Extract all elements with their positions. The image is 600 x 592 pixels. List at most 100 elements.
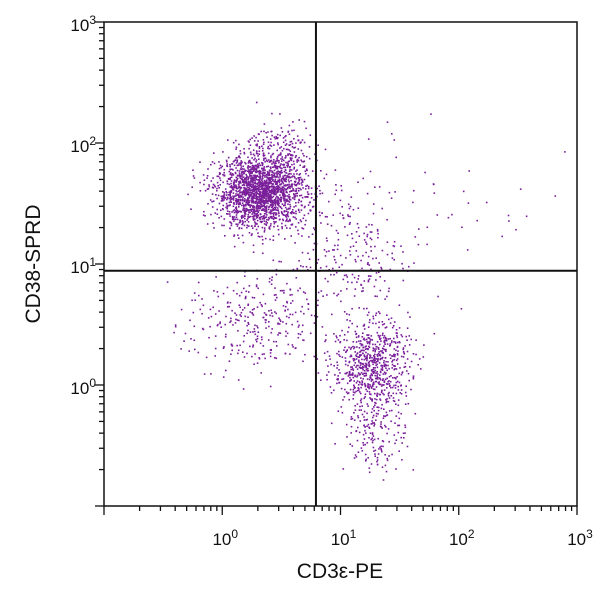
- data-point: [274, 160, 276, 163]
- data-point: [348, 373, 351, 375]
- data-point: [297, 201, 300, 204]
- data-point: [387, 393, 390, 395]
- data-point: [291, 344, 294, 346]
- data-point: [369, 384, 371, 386]
- data-point: [378, 262, 380, 264]
- data-point: [347, 203, 350, 206]
- data-point: [307, 212, 310, 215]
- data-point: [387, 381, 389, 383]
- data-point: [267, 165, 269, 168]
- data-point: [243, 152, 246, 155]
- data-point: [273, 172, 275, 175]
- data-point: [272, 189, 275, 192]
- data-point: [373, 423, 376, 425]
- data-point: [242, 170, 244, 173]
- data-point: [308, 146, 311, 148]
- data-point: [287, 200, 290, 203]
- data-point: [376, 371, 378, 373]
- data-point: [277, 165, 279, 168]
- data-point: [271, 201, 274, 203]
- data-point: [354, 409, 357, 411]
- data-point: [397, 404, 400, 407]
- data-point: [358, 381, 361, 383]
- data-point: [366, 390, 369, 392]
- data-point: [218, 310, 220, 312]
- data-point: [272, 195, 275, 198]
- data-point: [283, 289, 285, 292]
- data-point: [385, 350, 387, 353]
- data-point: [285, 215, 287, 217]
- data-point: [241, 174, 244, 176]
- data-point: [248, 160, 250, 162]
- data-point: [221, 165, 224, 168]
- data-point: [237, 379, 240, 381]
- data-point: [340, 387, 343, 390]
- data-point: [244, 275, 246, 277]
- data-point: [248, 169, 250, 171]
- data-point: [287, 163, 290, 165]
- data-point: [282, 177, 285, 180]
- data-point: [375, 402, 377, 405]
- data-point: [298, 119, 300, 121]
- data-point: [228, 183, 231, 186]
- data-point: [333, 333, 335, 335]
- data-point: [276, 173, 278, 176]
- data-point: [391, 363, 394, 366]
- data-point: [257, 211, 259, 213]
- data-point: [261, 145, 263, 148]
- data-point: [249, 174, 251, 177]
- data-point: [226, 213, 228, 215]
- data-point: [326, 216, 328, 218]
- data-point: [391, 453, 393, 456]
- data-point: [265, 159, 268, 161]
- data-point: [377, 232, 379, 235]
- data-point: [240, 173, 243, 175]
- data-point: [272, 259, 275, 262]
- data-point: [363, 370, 366, 372]
- data-point: [367, 279, 370, 282]
- data-point: [237, 198, 239, 201]
- data-point: [255, 150, 258, 152]
- data-point: [310, 187, 313, 189]
- data-point: [305, 219, 307, 222]
- data-point: [237, 202, 240, 204]
- data-point: [279, 154, 281, 156]
- data-point: [259, 342, 262, 345]
- data-point: [252, 180, 254, 183]
- data-point: [352, 398, 354, 400]
- data-point: [316, 262, 318, 264]
- data-point: [381, 466, 384, 468]
- data-point: [262, 252, 264, 255]
- data-point: [333, 249, 335, 251]
- data-point: [391, 355, 394, 357]
- data-point: [364, 339, 366, 341]
- data-point: [377, 453, 380, 455]
- data-point: [242, 388, 245, 390]
- data-point: [298, 260, 300, 262]
- data-point: [202, 304, 205, 307]
- data-point: [361, 405, 363, 407]
- data-point: [256, 196, 259, 198]
- data-point: [378, 382, 380, 385]
- data-point: [324, 277, 327, 280]
- data-point: [251, 312, 254, 315]
- data-point: [383, 389, 386, 391]
- data-point: [366, 418, 368, 421]
- data-point: [252, 251, 255, 253]
- data-point: [246, 324, 248, 327]
- data-point: [197, 351, 200, 354]
- data-point: [265, 202, 267, 204]
- data-point: [251, 196, 253, 198]
- data-point: [386, 387, 388, 389]
- data-point: [303, 178, 306, 181]
- data-point: [269, 225, 272, 227]
- data-point: [344, 388, 346, 391]
- data-point: [370, 438, 372, 441]
- data-point: [340, 290, 342, 292]
- data-point: [373, 438, 376, 441]
- data-point: [231, 173, 234, 175]
- data-point: [271, 153, 274, 156]
- data-point: [263, 171, 265, 174]
- data-point: [381, 321, 384, 323]
- data-point: [302, 161, 305, 163]
